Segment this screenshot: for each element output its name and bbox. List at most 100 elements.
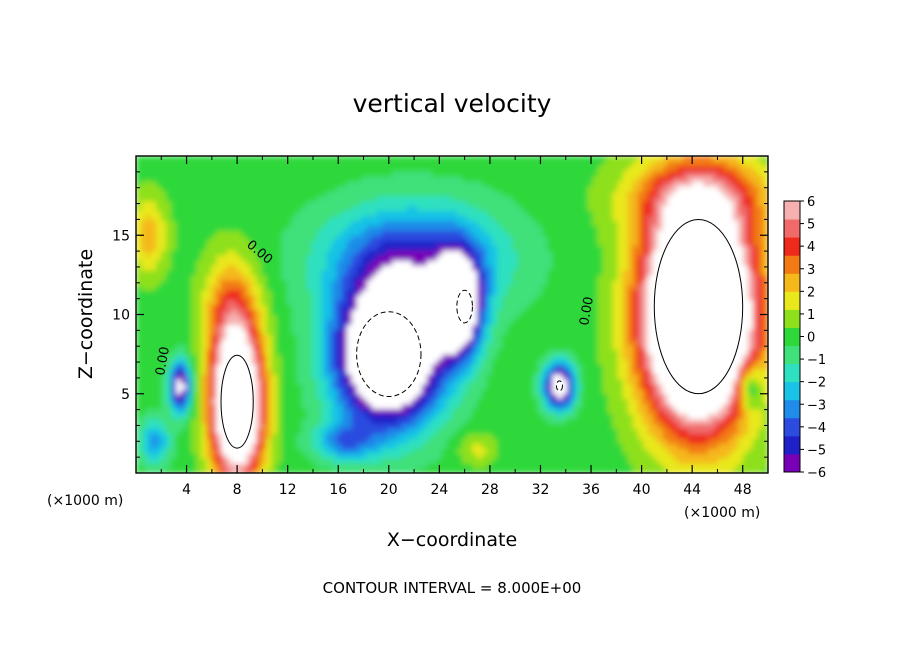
field-cell: [191, 388, 197, 395]
field-cell: [181, 388, 187, 395]
field-cell: [196, 398, 202, 405]
field-cell: [507, 448, 513, 454]
field-cell: [517, 408, 523, 415]
field-cell: [436, 190, 443, 197]
field-cell: [201, 170, 207, 177]
field-cell: [371, 250, 378, 256]
field-cell: [507, 215, 513, 221]
field-cell: [276, 339, 283, 345]
field-cell: [487, 284, 493, 291]
field-cell: [512, 195, 518, 202]
field-cell: [411, 195, 418, 202]
field-cell: [161, 368, 167, 375]
field-cell: [487, 359, 493, 365]
field-cell: [181, 279, 187, 286]
field-cell: [371, 160, 378, 167]
field-cell: [517, 438, 523, 444]
field-cell: [366, 215, 373, 221]
field-cell: [186, 175, 192, 182]
field-cell: [311, 299, 318, 306]
field-cell: [266, 433, 273, 439]
field-cell: [396, 448, 403, 454]
field-cell: [156, 468, 162, 473]
field-cell: [186, 304, 192, 311]
field-cell: [321, 175, 328, 182]
field-cell: [281, 225, 288, 231]
field-cell: [166, 458, 172, 464]
field-cell: [446, 260, 453, 266]
field-cell: [472, 245, 478, 251]
field-cell: [467, 255, 473, 261]
field-cell: [271, 309, 278, 316]
field-cell: [226, 393, 232, 400]
field-cell: [421, 408, 428, 415]
field-cell: [231, 339, 237, 345]
field-cell: [426, 170, 433, 177]
field-cell: [221, 453, 227, 459]
field-cell: [492, 289, 498, 296]
field-cell: [311, 185, 318, 192]
field-cell: [507, 190, 513, 197]
field-cell: [201, 195, 207, 202]
field-cell: [166, 364, 172, 370]
field-cell: [431, 418, 438, 425]
field-cell: [226, 334, 232, 340]
field-cell: [276, 289, 283, 296]
field-cell: [472, 279, 478, 286]
field-cell: [431, 368, 438, 375]
field-cell: [176, 260, 182, 266]
field-cell: [446, 388, 453, 395]
field-cell: [146, 304, 152, 311]
field-cell: [436, 180, 443, 187]
field-cell: [462, 388, 468, 395]
field-cell: [231, 156, 237, 162]
field-cell: [281, 156, 288, 162]
field-cell: [171, 264, 177, 271]
field-cell: [446, 339, 453, 345]
field-cell: [296, 443, 303, 449]
field-cell: [346, 364, 353, 370]
field-cell: [281, 185, 288, 192]
field-cell: [206, 175, 212, 182]
field-cell: [276, 443, 283, 449]
field-cell: [507, 220, 513, 226]
field-cell: [482, 264, 488, 271]
field-cell: [151, 220, 157, 226]
field-cell: [457, 309, 463, 316]
field-cell: [376, 240, 383, 246]
field-cell: [507, 433, 513, 439]
field-cell: [441, 205, 448, 212]
field-cell: [201, 393, 207, 400]
field-cell: [462, 339, 468, 345]
field-cell: [206, 299, 212, 306]
field-cell: [371, 448, 378, 454]
field-cell: [151, 279, 157, 286]
field-cell: [457, 284, 463, 291]
field-cell: [361, 403, 368, 410]
field-cell: [236, 215, 242, 221]
field-cell: [161, 180, 167, 187]
field-cell: [281, 274, 288, 281]
field-cell: [276, 344, 283, 350]
field-cell: [426, 240, 433, 246]
field-cell: [146, 438, 152, 444]
field-cell: [517, 368, 523, 375]
field-cell: [341, 339, 348, 345]
field-cell: [366, 200, 373, 207]
field-cell: [256, 289, 262, 296]
field-cell: [206, 170, 212, 177]
field-cell: [497, 294, 503, 301]
field-cell: [341, 269, 348, 276]
field-cell: [331, 383, 338, 390]
field-cell: [316, 230, 323, 236]
field-cell: [166, 329, 172, 335]
field-cell: [497, 383, 503, 390]
field-cell: [271, 200, 278, 207]
field-cell: [266, 160, 273, 167]
field-cell: [492, 388, 498, 395]
field-cell: [281, 255, 288, 261]
field-cell: [507, 324, 513, 330]
field-cell: [401, 299, 408, 306]
field-cell: [291, 349, 298, 355]
field-cell: [446, 324, 453, 330]
